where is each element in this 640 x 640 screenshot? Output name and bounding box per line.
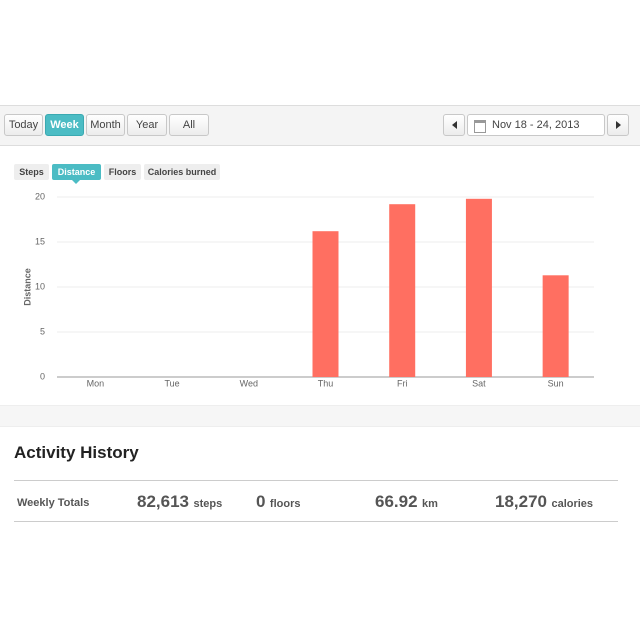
total: 0 floors — [256, 492, 300, 512]
bar — [542, 275, 569, 377]
range-button[interactable]: All — [169, 114, 209, 136]
tab-pointer — [72, 180, 80, 184]
tab[interactable]: Calories burned — [144, 164, 220, 180]
calendar-icon — [474, 120, 486, 133]
total: 18,270 calories — [495, 492, 593, 512]
date-range: Nov 18 - 24, 2013 — [492, 119, 580, 131]
tab[interactable]: Steps — [14, 164, 49, 180]
y-tick-label: 5 — [40, 326, 45, 336]
y-axis-label: Distance — [22, 268, 32, 306]
bar — [389, 204, 416, 377]
x-tick-label: Sat — [472, 378, 486, 388]
totals-row: Weekly Totals 82,613 steps 0 floors 66.9… — [14, 480, 618, 522]
tab[interactable]: Floors — [104, 164, 141, 180]
separator — [0, 405, 640, 427]
total-value: 66.92 — [375, 492, 418, 511]
row-label: Weekly Totals — [17, 497, 90, 509]
x-tick-label: Thu — [318, 378, 334, 388]
range-button[interactable]: Month — [86, 114, 125, 136]
toolbar: Today Week Month Year All Nov 18 - 24, 2… — [0, 105, 640, 146]
arrow-icon — [616, 121, 621, 129]
x-tick-label: Sun — [548, 378, 564, 388]
total-unit: km — [422, 498, 438, 510]
section-title: Activity History — [14, 443, 139, 462]
tab[interactable]: Distance — [52, 164, 101, 180]
bar — [312, 231, 339, 377]
y-tick-label: 15 — [35, 236, 45, 246]
x-tick-label: Tue — [164, 378, 179, 388]
y-tick-label: 10 — [35, 281, 45, 291]
total-value: 82,613 — [137, 492, 189, 511]
date-picker[interactable]: Nov 18 - 24, 2013 — [467, 114, 605, 136]
total: 66.92 km — [375, 492, 438, 512]
x-tick-label: Wed — [240, 378, 258, 388]
next-button[interactable] — [607, 114, 629, 136]
arrow-icon — [452, 121, 457, 129]
total-value: 0 — [256, 492, 266, 511]
prev-button[interactable] — [443, 114, 465, 136]
range-button[interactable]: Year — [127, 114, 167, 136]
range-button[interactable]: Week — [45, 114, 84, 136]
y-tick-label: 20 — [35, 191, 45, 201]
chart: Distance 0 5 10 15 20 Mon Tue Wed Thu Fri Sat Sun — [22, 191, 594, 388]
total-value: 18,270 — [495, 492, 547, 511]
bar — [465, 198, 492, 377]
total-unit: floors — [269, 498, 301, 510]
total-unit: steps — [193, 498, 223, 510]
total-unit: calories — [551, 498, 594, 510]
y-tick-label: 0 — [40, 371, 45, 381]
range-button[interactable]: Today — [4, 114, 43, 136]
x-tick-label: Mon — [87, 378, 105, 388]
total: 82,613 steps — [137, 492, 222, 512]
x-tick-label: Fri — [397, 378, 408, 388]
